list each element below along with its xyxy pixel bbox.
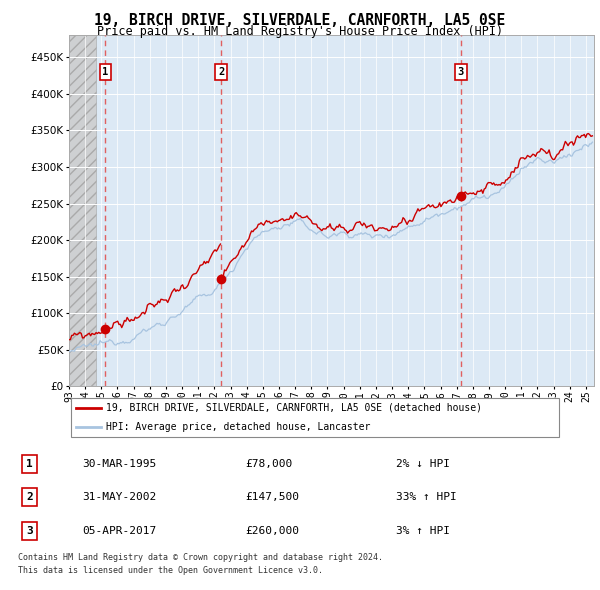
Text: 3% ↑ HPI: 3% ↑ HPI xyxy=(396,526,450,536)
Text: 31-MAY-2002: 31-MAY-2002 xyxy=(82,492,156,502)
Text: £78,000: £78,000 xyxy=(245,459,292,469)
Text: 2% ↓ HPI: 2% ↓ HPI xyxy=(396,459,450,469)
Text: Price paid vs. HM Land Registry's House Price Index (HPI): Price paid vs. HM Land Registry's House … xyxy=(97,25,503,38)
Text: 1: 1 xyxy=(26,459,33,469)
Bar xyxy=(69,35,97,386)
Text: £260,000: £260,000 xyxy=(245,526,299,536)
Text: Contains HM Land Registry data © Crown copyright and database right 2024.: Contains HM Land Registry data © Crown c… xyxy=(18,553,383,562)
Text: This data is licensed under the Open Government Licence v3.0.: This data is licensed under the Open Gov… xyxy=(18,566,323,575)
Text: 33% ↑ HPI: 33% ↑ HPI xyxy=(396,492,457,502)
Text: HPI: Average price, detached house, Lancaster: HPI: Average price, detached house, Lanc… xyxy=(106,422,370,432)
Text: 19, BIRCH DRIVE, SILVERDALE, CARNFORTH, LA5 0SE (detached house): 19, BIRCH DRIVE, SILVERDALE, CARNFORTH, … xyxy=(106,403,482,412)
Bar xyxy=(69,35,97,386)
Text: 3: 3 xyxy=(26,526,33,536)
Text: 30-MAR-1995: 30-MAR-1995 xyxy=(82,459,156,469)
Text: 2: 2 xyxy=(26,492,33,502)
Text: 1: 1 xyxy=(102,67,109,77)
Text: 3: 3 xyxy=(458,67,464,77)
FancyBboxPatch shape xyxy=(71,398,559,437)
Text: £147,500: £147,500 xyxy=(245,492,299,502)
Text: 2: 2 xyxy=(218,67,224,77)
Text: 05-APR-2017: 05-APR-2017 xyxy=(82,526,156,536)
Text: 19, BIRCH DRIVE, SILVERDALE, CARNFORTH, LA5 0SE: 19, BIRCH DRIVE, SILVERDALE, CARNFORTH, … xyxy=(94,13,506,28)
